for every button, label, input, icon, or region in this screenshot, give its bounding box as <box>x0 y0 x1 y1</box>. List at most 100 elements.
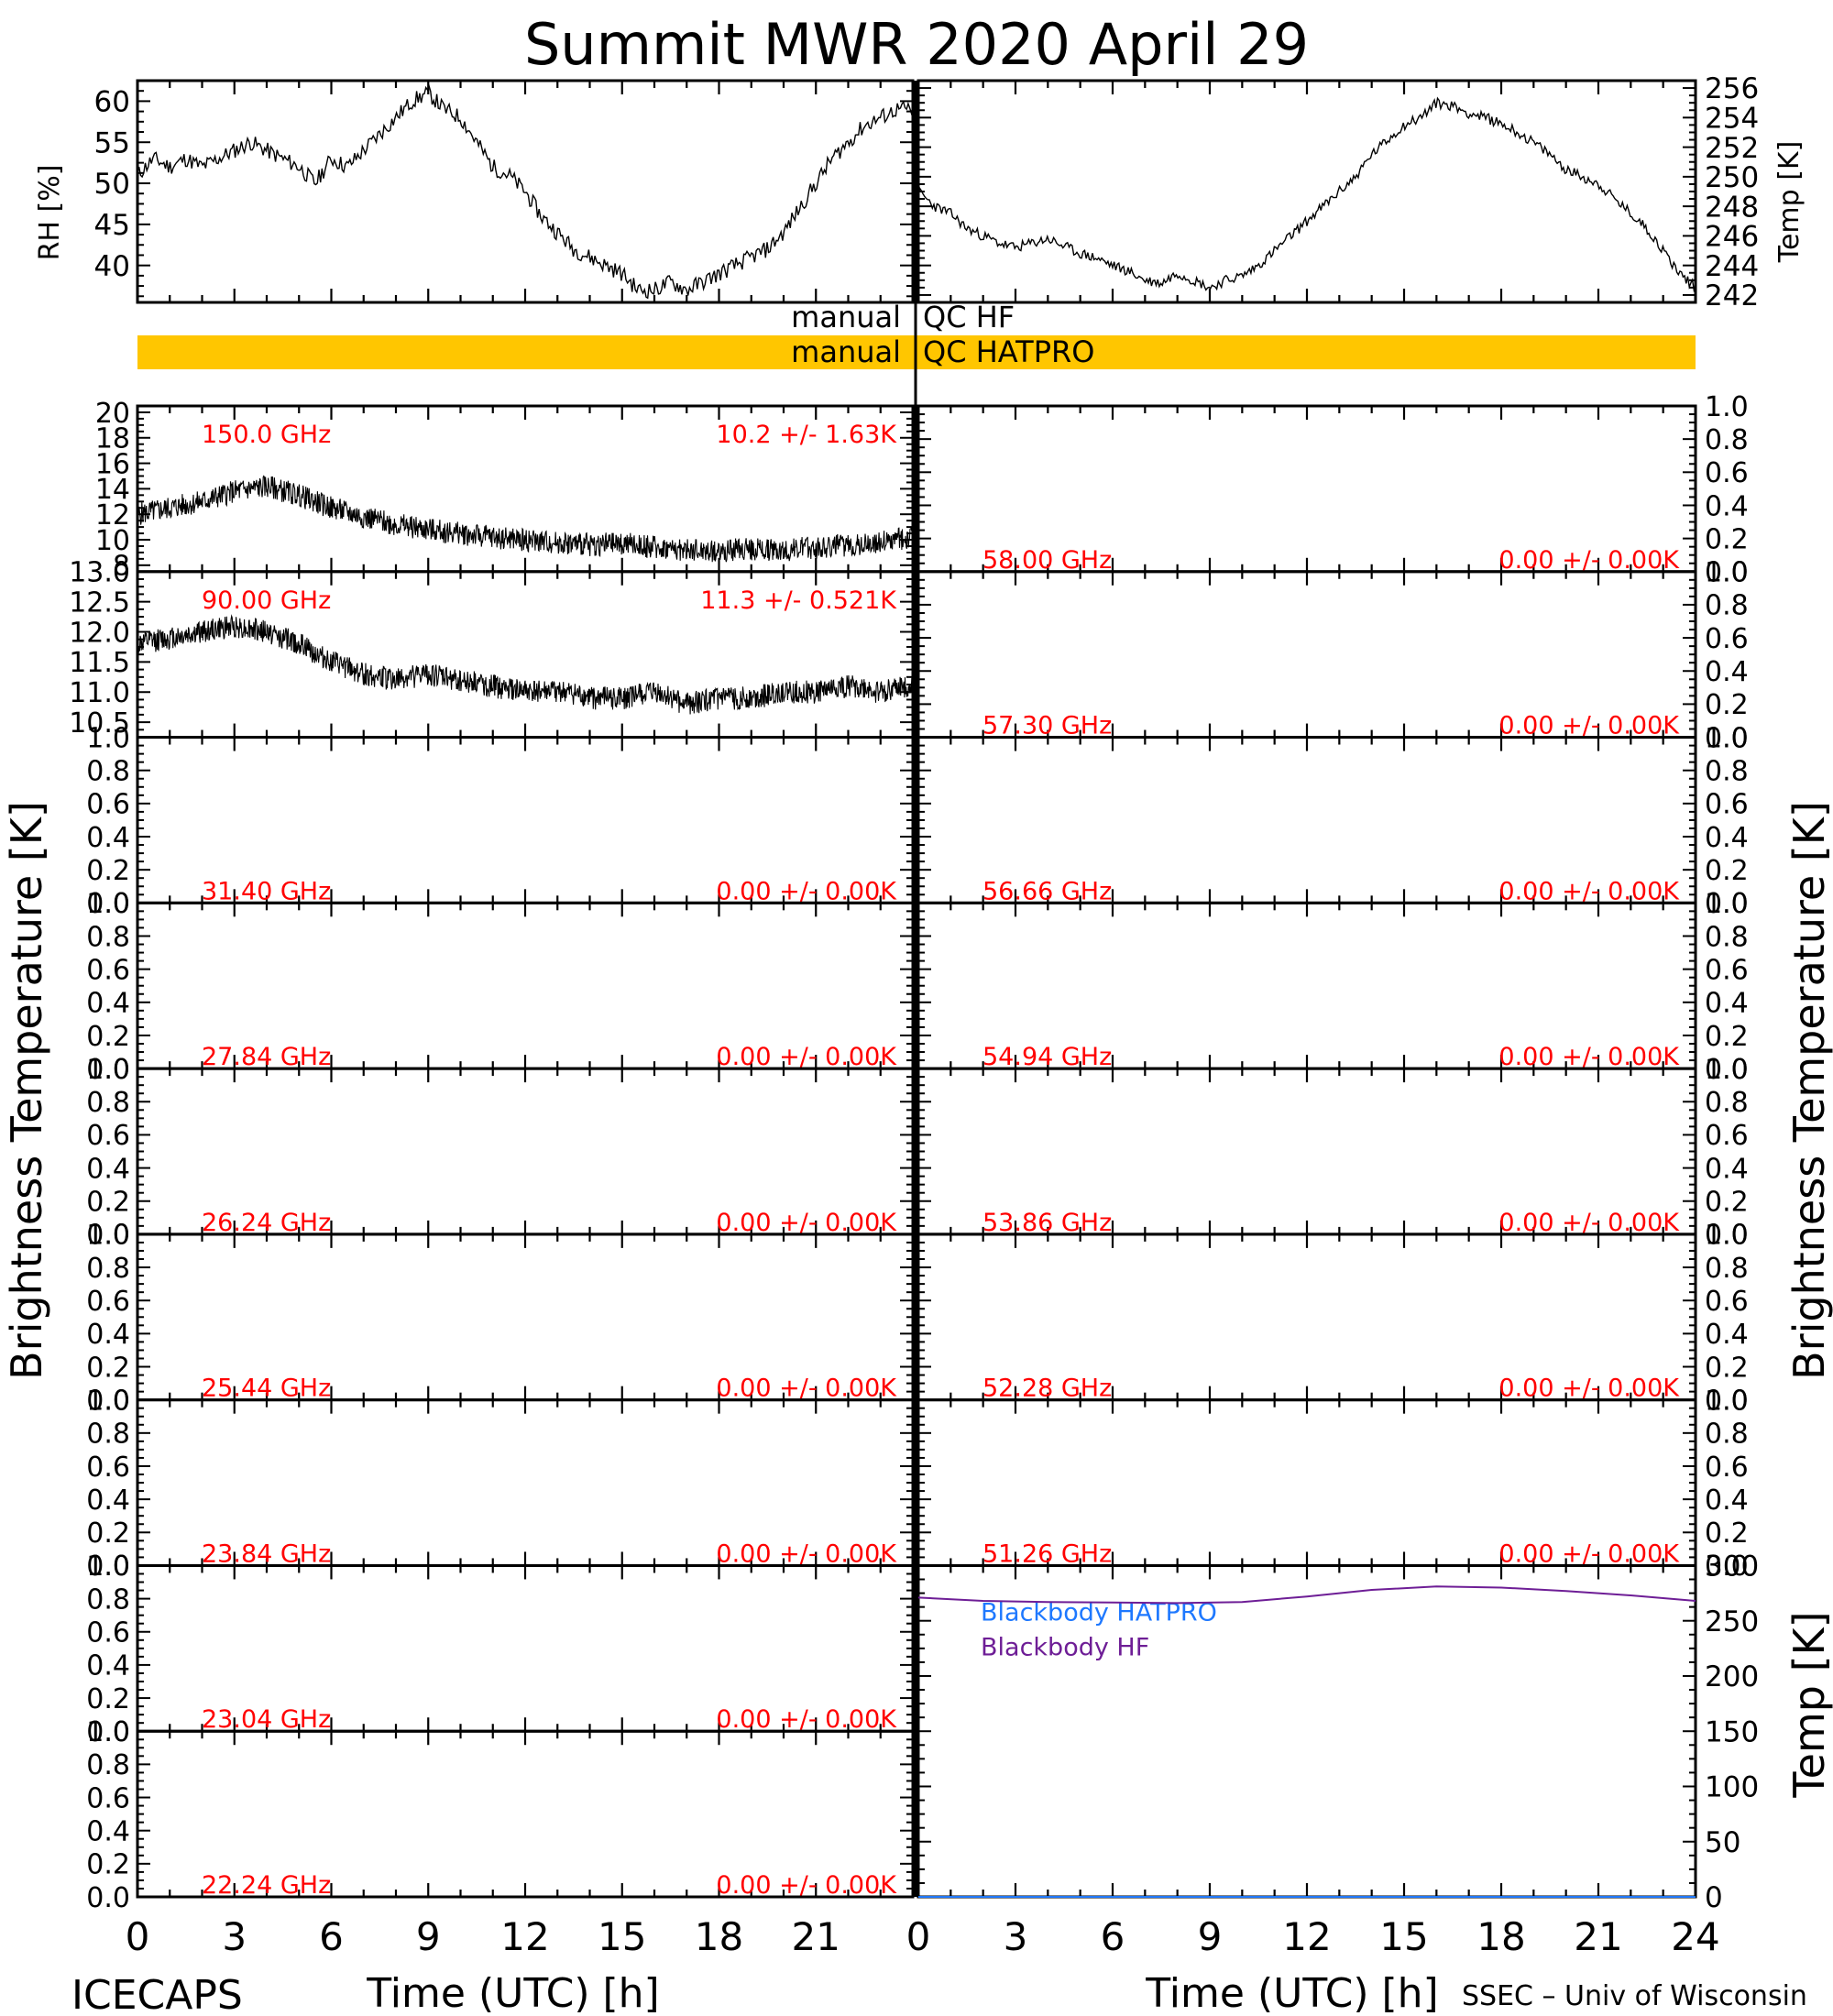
y-tick-label: 1.0 <box>1705 1054 1749 1086</box>
channel-series-line <box>137 475 914 563</box>
y-tick-label: 1.0 <box>86 1716 130 1748</box>
y-tick-label: 0.6 <box>1705 954 1749 986</box>
y-tick-label: 0.0 <box>1705 1385 1749 1417</box>
channel-frequency-label: 56.66 GHz <box>982 877 1112 905</box>
y-tick-label: 0.2 <box>86 855 130 887</box>
y-tick-label: 1.0 <box>1705 1385 1749 1417</box>
channel-panel-r4: 0.00.20.40.60.81.054.94 GHz 0.00 +/- 0.00… <box>916 888 1749 1086</box>
x-tick-label: 6 <box>319 1914 344 1959</box>
y-tick-label: 0.4 <box>1705 1485 1749 1517</box>
y-tick-label: 45 <box>94 209 130 242</box>
y-tick-label: 246 <box>1705 221 1759 254</box>
channel-frequency-label: 52.28 GHz <box>982 1375 1112 1403</box>
y-tick-label: 0.0 <box>1705 888 1749 920</box>
y-tick-label: 0.2 <box>1705 689 1749 721</box>
y-tick-label: 11.5 <box>69 647 130 679</box>
x-tick-label: 15 <box>598 1914 646 1959</box>
channel-frequency-label: 27.84 GHz <box>202 1043 331 1071</box>
channel-stats-label: 0.00 +/- 0.00K <box>716 1871 897 1900</box>
right-x-axis-title: Time (UTC) [h] <box>1145 1970 1438 2016</box>
y-tick-label: 250 <box>1705 1605 1759 1638</box>
x-tick-label: 0 <box>126 1914 150 1959</box>
y-tick-label: 12.0 <box>69 617 130 649</box>
y-tick-label: 100 <box>1705 1771 1759 1804</box>
y-tick-label: 0.8 <box>86 1583 130 1616</box>
channel-panel-l7: 0.00.20.40.60.81.023.84 GHz 0.00 +/- 0.00… <box>86 1385 915 1583</box>
y-tick-label: 0.4 <box>1705 988 1749 1020</box>
channel-stats-label: 0.00 +/- 0.00K <box>1498 1375 1680 1403</box>
y-tick-label: 0.8 <box>86 1419 130 1451</box>
channel-frequency-label: 31.40 GHz <box>202 877 331 905</box>
y-tick-label: 0.4 <box>86 988 130 1020</box>
y-tick-label: 0.4 <box>1705 490 1749 522</box>
channel-stats-label: 10.2 +/- 1.63K <box>716 421 897 449</box>
channel-stats-label: 0.00 +/- 0.00K <box>716 1209 897 1237</box>
y-tick-label: 0.2 <box>86 1187 130 1219</box>
y-tick-label: 0.8 <box>86 1087 130 1119</box>
channel-panel-r6: 0.00.20.40.60.81.052.28 GHz 0.00 +/- 0.00… <box>916 1220 1749 1417</box>
footer-right-label: SSEC – Univ of Wisconsin <box>1462 1980 1807 2012</box>
channel-stats-label: 0.00 +/- 0.00K <box>716 1375 897 1403</box>
y-tick-label: 0.4 <box>1705 656 1749 688</box>
y-tick-label: 1.0 <box>1705 888 1749 920</box>
y-tick-label: 40 <box>94 250 130 283</box>
y-tick-label: 1.0 <box>1705 391 1749 423</box>
y-tick-label: 0.0 <box>86 1385 130 1417</box>
y-tick-label: 254 <box>1705 102 1759 135</box>
qc-hatpro-right-label: QC HATPRO <box>923 334 1094 369</box>
channel-stats-label: 0.00 +/- 0.00K <box>1498 877 1680 905</box>
blackbody-legend-entry: Blackbody HF <box>981 1633 1149 1661</box>
y-tick-label: 0.2 <box>86 1849 130 1881</box>
channel-stats-label: 0.00 +/- 0.00K <box>716 877 897 905</box>
y-tick-label: 0.4 <box>1705 1319 1749 1351</box>
y-tick-label: 1.0 <box>86 722 130 754</box>
y-tick-label: 0.0 <box>86 1550 130 1583</box>
y-tick-label: 0.6 <box>1705 789 1749 821</box>
y-tick-label: 256 <box>1705 72 1759 105</box>
y-tick-label: 300 <box>1705 1550 1759 1583</box>
x-tick-label: 24 <box>1671 1914 1719 1959</box>
y-tick-label: 0.4 <box>86 1319 130 1351</box>
figure-title: Summit MWR 2020 April 29 <box>524 11 1309 78</box>
y-tick-label: 0.8 <box>1705 921 1749 953</box>
y-tick-label: 242 <box>1705 279 1759 312</box>
y-tick-label: 0.4 <box>1705 822 1749 854</box>
y-tick-label: 252 <box>1705 132 1759 165</box>
y-tick-label: 0.8 <box>86 1749 130 1781</box>
y-tick-label: 0.8 <box>1705 1253 1749 1285</box>
y-tick-label: 18 <box>95 423 130 455</box>
channel-panel-r1: 0.00.20.40.60.81.058.00 GHz 0.00 +/- 0.00… <box>916 391 1749 589</box>
y-tick-label: 248 <box>1705 191 1759 224</box>
channel-stats-label: 0.00 +/- 0.00K <box>1498 546 1680 575</box>
channel-panel-l4: 0.00.20.40.60.81.027.84 GHz 0.00 +/- 0.00… <box>86 888 915 1086</box>
y-tick-label: 0.0 <box>1705 1220 1749 1252</box>
y-tick-label: 10.5 <box>69 707 130 740</box>
y-tick-label: 1.0 <box>1705 722 1749 754</box>
y-tick-label: 0.6 <box>86 1286 130 1318</box>
y-tick-label: 20 <box>95 398 130 430</box>
qc-hf-right-label: QC HF <box>923 300 1015 334</box>
y-tick-label: 0.6 <box>86 1617 130 1649</box>
y-tick-label: 0.8 <box>86 756 130 788</box>
channel-panel-r2: 0.00.20.40.60.81.057.30 GHz 0.00 +/- 0.00… <box>916 557 1749 754</box>
y-tick-label: 0.4 <box>86 822 130 854</box>
channel-frequency-label: 25.44 GHz <box>202 1375 331 1403</box>
y-tick-label: 0.0 <box>1705 1054 1749 1086</box>
y-tick-label: 150 <box>1705 1715 1759 1748</box>
y-tick-label: 55 <box>94 126 130 159</box>
y-tick-label: 0.2 <box>1705 855 1749 887</box>
y-tick-label: 0.8 <box>1705 1087 1749 1119</box>
y-tick-label: 0.4 <box>1705 1153 1749 1185</box>
y-tick-label: 0.6 <box>86 954 130 986</box>
y-tick-label: 1.0 <box>1705 557 1749 589</box>
channel-frequency-label: 150.0 GHz <box>202 421 331 449</box>
y-tick-label: 60 <box>94 86 130 119</box>
temp-series-line <box>917 96 1696 293</box>
y-tick-label: 13.0 <box>69 557 130 589</box>
rh-panel-frame <box>136 79 915 304</box>
temp-panel-frame <box>916 79 1697 304</box>
